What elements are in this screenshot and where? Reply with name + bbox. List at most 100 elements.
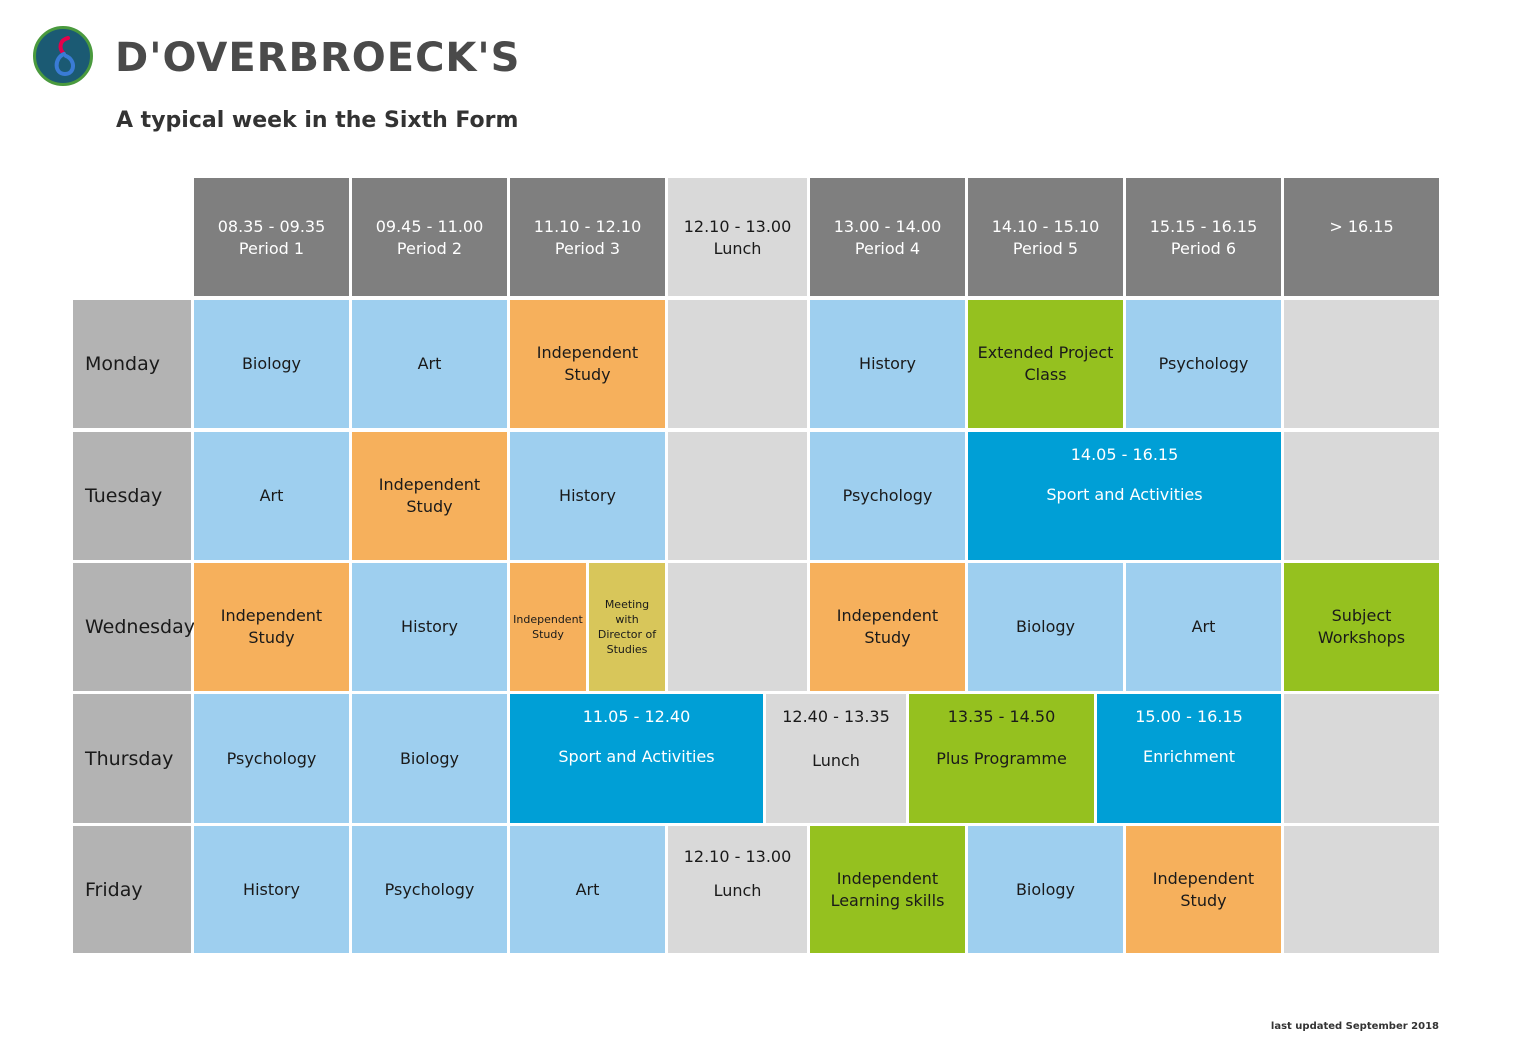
- header-time: 08.35 - 09.35: [217, 217, 326, 236]
- friday-period-5: Biology: [968, 826, 1123, 953]
- header-period-5: 14.10 - 15.10 Period 5: [968, 178, 1123, 296]
- block-time: 15.00 - 16.15: [1135, 707, 1243, 726]
- cell-text: Independent: [836, 868, 939, 888]
- monday-period-1: Biology: [194, 300, 349, 428]
- header-time: 15.15 - 16.15: [1149, 217, 1258, 236]
- monday-period-6: Psychology: [1126, 300, 1281, 428]
- cell-text: Independent: [536, 343, 639, 362]
- day-thursday: Thursday: [73, 694, 191, 823]
- block-label: Lunch: [812, 751, 860, 770]
- cell-text: Study: [248, 628, 295, 647]
- header-period-2: 09.45 - 11.00 Period 2: [352, 178, 507, 296]
- thursday-period-2: Biology: [352, 694, 507, 823]
- tuesday-sport-block: 14.05 - 16.15 Sport and Activities: [968, 432, 1281, 560]
- header-label: Period 2: [396, 239, 463, 258]
- monday-period-3: Independent Study: [510, 300, 665, 428]
- header-label: Period 6: [1170, 239, 1237, 258]
- friday-period-6: Independent Study: [1126, 826, 1281, 953]
- cell-text: Study: [406, 497, 453, 516]
- cell-text: Subject: [1331, 606, 1392, 625]
- wednesday-period-2: History: [352, 563, 507, 691]
- friday-period-3: Art: [510, 826, 665, 953]
- wednesday-lunch: [668, 563, 807, 691]
- monday-period-2: Art: [352, 300, 507, 428]
- header-time: > 16.15: [1329, 217, 1394, 236]
- wednesday-period-3-meeting: Meeting with Director of Studies: [589, 563, 665, 691]
- monday-period-4: History: [810, 300, 965, 428]
- cell-text: Independent: [513, 613, 583, 626]
- header-time: 11.10 - 12.10: [533, 217, 642, 236]
- cell-text: Study: [1180, 890, 1227, 910]
- cell-text: Study: [564, 365, 611, 384]
- day-tuesday: Tuesday: [73, 432, 191, 560]
- header-label: Period 1: [238, 239, 305, 258]
- thursday-after-school: [1284, 694, 1439, 823]
- header-period-3: 11.10 - 12.10 Period 3: [510, 178, 665, 296]
- wednesday-period-4: Independent Study: [810, 563, 965, 691]
- header-time: 09.45 - 11.00: [375, 217, 484, 236]
- header-after-school: > 16.15: [1284, 178, 1439, 296]
- tuesday-period-1: Art: [194, 432, 349, 560]
- thursday-lunch: 12.40 - 13.35 Lunch: [766, 694, 906, 823]
- block-time: 12.40 - 13.35: [782, 707, 890, 726]
- cell-text: Learning skills: [830, 890, 945, 910]
- friday-after-school: [1284, 826, 1439, 953]
- block-label: Lunch: [713, 881, 762, 900]
- tuesday-period-3: History: [510, 432, 665, 560]
- wednesday-period-3-study: Independent Study: [510, 563, 586, 691]
- cell-text: Independent: [378, 475, 481, 494]
- tuesday-period-2: Independent Study: [352, 432, 507, 560]
- cell-text: Class: [1024, 365, 1067, 384]
- friday-period-2: Psychology: [352, 826, 507, 953]
- brand-name: D'OVERBROECK'S: [115, 35, 521, 81]
- header-lunch: 12.10 - 13.00 Lunch: [668, 178, 807, 296]
- block-label: Enrichment: [1142, 747, 1236, 766]
- thursday-sport-block: 11.05 - 12.40 Sport and Activities: [510, 694, 763, 823]
- day-friday: Friday: [73, 826, 191, 953]
- block-label: Plus Programme: [936, 749, 1067, 768]
- logo-swirl-icon: [54, 36, 75, 77]
- cell-text: Extended Project: [977, 343, 1114, 362]
- block-time: 13.35 - 14.50: [947, 707, 1056, 726]
- thursday-plus-programme: 13.35 - 14.50 Plus Programme: [909, 694, 1094, 823]
- header-time: 12.10 - 13.00: [683, 217, 792, 236]
- tuesday-lunch: [668, 432, 807, 560]
- wednesday-period-1: Independent Study: [194, 563, 349, 691]
- day-wednesday: Wednesday: [73, 563, 195, 691]
- block-label: Sport and Activities: [558, 747, 715, 766]
- last-updated-note: last updated September 2018: [1270, 1021, 1439, 1032]
- block-time: 12.10 - 13.00: [683, 847, 792, 866]
- header-label: Period 3: [554, 239, 621, 258]
- friday-lunch: 12.10 - 13.00 Lunch: [668, 826, 807, 953]
- header-time: 13.00 - 14.00: [833, 217, 942, 236]
- cell-text: Study: [864, 628, 911, 647]
- wednesday-after-school: Subject Workshops: [1284, 563, 1439, 691]
- cell-text: Independent: [1152, 868, 1255, 888]
- cell-text: Independent: [836, 606, 939, 625]
- friday-period-1: History: [194, 826, 349, 953]
- page-subtitle: A typical week in the Sixth Form: [116, 108, 519, 133]
- block-time: 14.05 - 16.15: [1070, 445, 1179, 464]
- monday-after-school: [1284, 300, 1439, 428]
- header-time: 14.10 - 15.10: [991, 217, 1100, 236]
- tuesday-period-4: Psychology: [810, 432, 965, 560]
- cell-text: Independent: [220, 606, 323, 625]
- cell-text: Meeting with: [604, 598, 650, 626]
- day-monday: Monday: [73, 300, 191, 428]
- header-period-1: 08.35 - 09.35 Period 1: [194, 178, 349, 296]
- block-time: 11.05 - 12.40: [582, 707, 691, 726]
- header-period-4: 13.00 - 14.00 Period 4: [810, 178, 965, 296]
- header-label: Period 5: [1012, 239, 1079, 258]
- header-period-6: 15.15 - 16.15 Period 6: [1126, 178, 1281, 296]
- block-label: Sport and Activities: [1046, 485, 1203, 504]
- cell-text: Study: [532, 628, 564, 641]
- header-label: Period 4: [854, 239, 921, 258]
- monday-period-5: Extended Project Class: [968, 300, 1123, 428]
- cell-text: Studies: [606, 643, 648, 656]
- tuesday-after-school: [1284, 432, 1439, 560]
- monday-lunch: [668, 300, 807, 428]
- thursday-period-1: Psychology: [194, 694, 349, 823]
- wednesday-period-6: Art: [1126, 563, 1281, 691]
- wednesday-period-5: Biology: [968, 563, 1123, 691]
- thursday-enrichment: 15.00 - 16.15 Enrichment: [1097, 694, 1281, 823]
